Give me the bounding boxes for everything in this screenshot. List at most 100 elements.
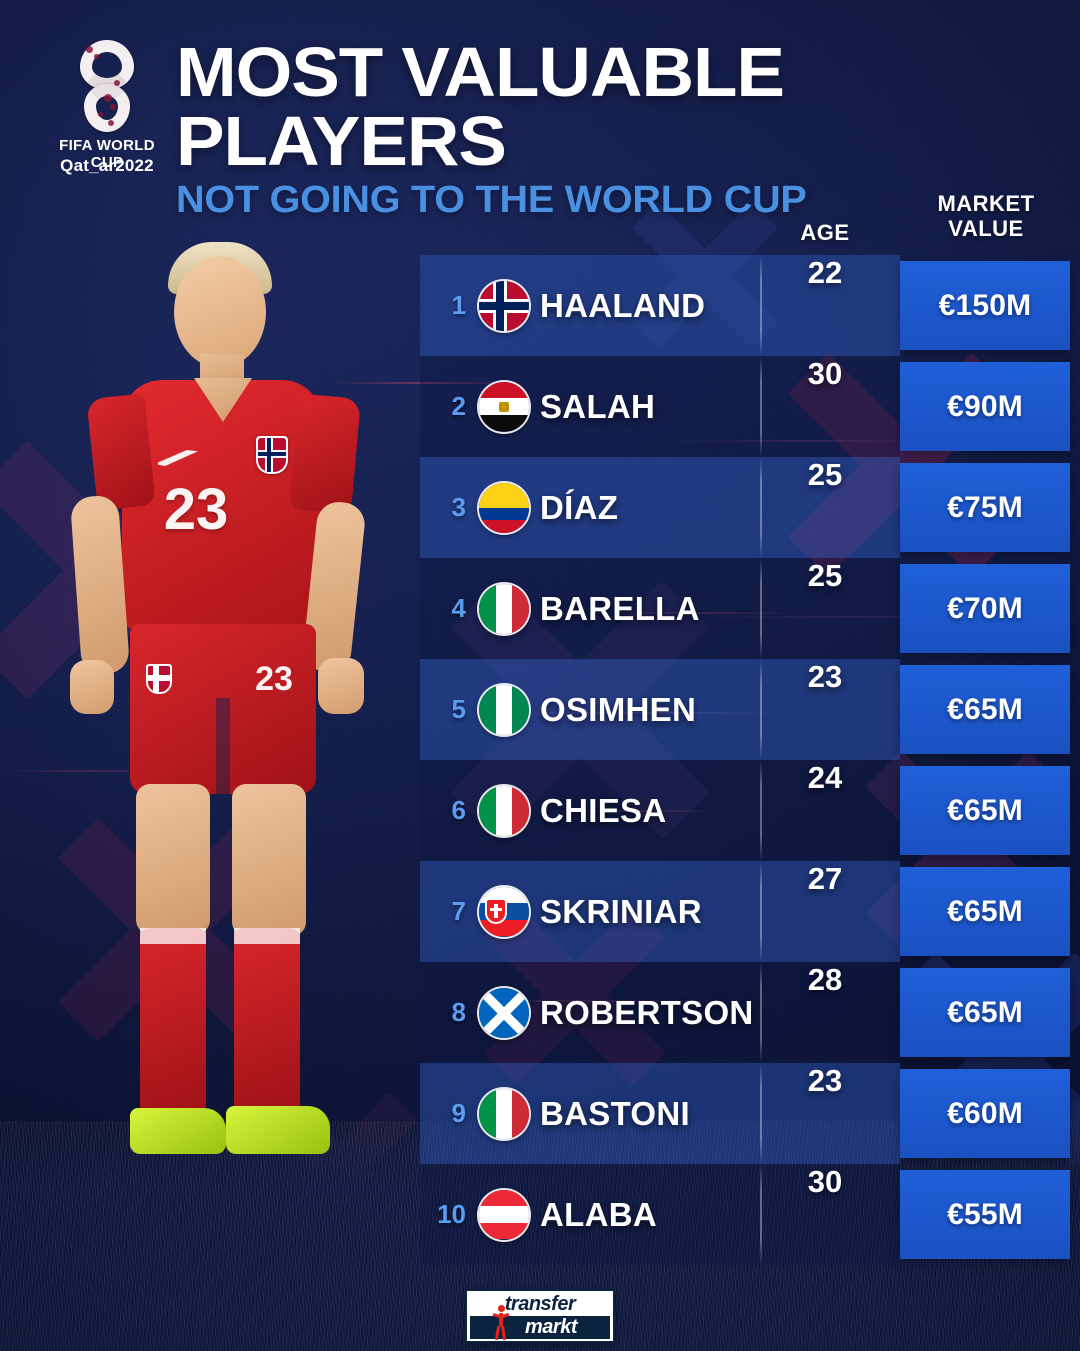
player-photo-part: [136, 784, 210, 934]
row-rank: 1: [451, 290, 466, 320]
row-age: 24: [807, 760, 843, 795]
qatar-2022-emblem-icon: [64, 40, 150, 132]
column-divider: [760, 760, 762, 861]
column-divider: [760, 1164, 762, 1265]
row-market-value: €70M: [900, 564, 1070, 653]
column-header-market-value-line1: MARKET: [937, 191, 1035, 216]
row-player-name: HAALAND: [540, 286, 706, 324]
player-photo-part: [166, 300, 180, 328]
player-shorts-number: 23: [255, 660, 293, 698]
player-photo-part: [122, 380, 322, 630]
row-flag: [468, 1088, 540, 1139]
player-photo-part: [130, 1108, 226, 1154]
player-photo-part: [140, 928, 206, 1118]
row-age: 30: [807, 1164, 843, 1199]
page-subtitle: NOT GOING TO THE WORLD CUP: [176, 179, 807, 222]
row-age: 23: [807, 1063, 843, 1098]
row-player-name: ROBERTSON: [540, 993, 754, 1031]
row-age: 23: [807, 659, 843, 694]
row-market-value: €90M: [900, 362, 1070, 451]
haaland-photo: 23 23: [18, 228, 418, 1288]
table-row[interactable]: 9 BASTONI 23 €60M: [420, 1063, 1072, 1164]
row-player-name: BARELLA: [540, 589, 700, 627]
row-player-name: DÍAZ: [540, 488, 619, 526]
players-table: 1 HAALAND 22 €150M 2: [420, 255, 1072, 1265]
row-age: 25: [807, 558, 843, 593]
flag-icon-eg: [479, 381, 529, 432]
table-row[interactable]: 10 ALABA 30 €55M: [420, 1164, 1072, 1265]
table-row[interactable]: 6 CHIESA 24 €65M: [420, 760, 1072, 861]
row-rank: 3: [451, 492, 466, 522]
row-market-value: €65M: [900, 968, 1070, 1057]
column-header-age: AGE: [800, 220, 850, 245]
row-rank: 10: [437, 1199, 466, 1229]
table-row[interactable]: 3 DÍAZ 25 €75M: [420, 457, 1072, 558]
row-player-name: SALAH: [540, 387, 656, 425]
row-flag: [468, 785, 540, 836]
row-rank: 5: [451, 694, 466, 724]
row-flag: [468, 583, 540, 634]
row-rank: 7: [451, 896, 466, 926]
column-divider: [760, 861, 762, 962]
fifa-logo-line2: Qat_ar2022: [60, 156, 154, 175]
player-photo-part: [140, 928, 206, 944]
transfermarkt-logo-bottom: markt: [470, 1316, 610, 1339]
row-market-value: €65M: [900, 766, 1070, 855]
row-market-value: €55M: [900, 1170, 1070, 1259]
transfermarkt-logo: transfer markt: [465, 1289, 615, 1343]
row-market-value: €65M: [900, 665, 1070, 754]
row-market-value: €60M: [900, 1069, 1070, 1158]
title-block: MOST VALUABLE PLAYERS NOT GOING TO THE W…: [176, 37, 1036, 220]
norway-crest-icon: [256, 436, 288, 474]
column-divider: [760, 659, 762, 760]
row-player-name: SKRINIAR: [540, 892, 702, 930]
row-flag: [468, 1189, 540, 1240]
player-photo-part: [232, 784, 306, 936]
table-row[interactable]: 8 ROBERTSON 28 €65M: [420, 962, 1072, 1063]
flag-icon-it: [479, 1088, 529, 1139]
row-flag: [468, 482, 540, 533]
column-divider: [760, 962, 762, 1063]
row-market-value: €150M: [900, 261, 1070, 350]
transfermarkt-player-icon: [492, 1305, 510, 1341]
column-divider: [760, 1063, 762, 1164]
flag-icon-at: [479, 1189, 529, 1240]
table-row[interactable]: 1 HAALAND 22 €150M: [420, 255, 1072, 356]
column-header-market-value-line2: VALUE: [948, 216, 1024, 242]
flag-icon-co: [479, 482, 529, 533]
row-flag: [468, 684, 540, 735]
column-header-market-value: MARKET VALUE: [900, 191, 1072, 242]
row-age: 28: [807, 962, 843, 997]
header: FIFA WORLD CUP Qat_ar2022 MOST VALUABLE …: [0, 0, 1080, 219]
player-photo-part: [70, 660, 114, 714]
flag-icon-no: [479, 280, 529, 331]
column-divider: [760, 356, 762, 457]
row-rank: 2: [451, 391, 466, 421]
player-photo-part: [318, 658, 364, 714]
column-divider: [760, 255, 762, 356]
row-rank: 8: [451, 997, 466, 1027]
table-row[interactable]: 5 OSIMHEN 23 €65M: [420, 659, 1072, 760]
flag-icon-gb-sct: [479, 987, 529, 1038]
row-age: 30: [807, 356, 843, 391]
table-row[interactable]: 4 BARELLA 25 €70M: [420, 558, 1072, 659]
flag-icon-it: [479, 785, 529, 836]
row-flag: [468, 987, 540, 1038]
player-photo-part: [289, 393, 361, 515]
player-photo-part: [216, 698, 230, 798]
row-player-name: OSIMHEN: [540, 690, 697, 728]
column-headers: AGE MARKET VALUE: [0, 180, 1080, 250]
row-age: 27: [807, 861, 843, 896]
row-rank: 9: [451, 1098, 466, 1128]
row-market-value: €75M: [900, 463, 1070, 552]
table-row[interactable]: 7 SKRINIAR 27 €65M: [420, 861, 1072, 962]
player-photo-part: [234, 928, 300, 1114]
table-row[interactable]: 2 SALAH 30 €90M: [420, 356, 1072, 457]
row-market-value: €65M: [900, 867, 1070, 956]
row-age: 22: [807, 255, 843, 290]
norway-crest-shorts-icon: [146, 664, 172, 694]
player-photo-part: [174, 256, 266, 368]
flag-icon-ng: [479, 684, 529, 735]
player-photo-part: [234, 928, 300, 944]
player-photo-part: [226, 1106, 330, 1154]
